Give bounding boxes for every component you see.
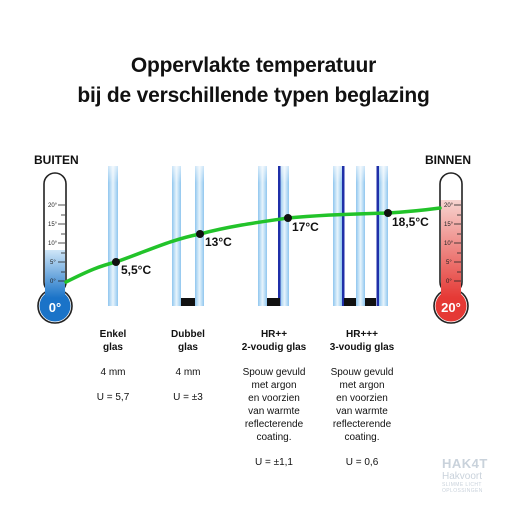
logo-sub: Hakvoort (442, 471, 483, 482)
point-hr-plus-plus (284, 214, 292, 222)
inside-thermometer: 20° 15° 10° 5° 0° 20° (433, 172, 469, 324)
diagram-title-line1: Oppervlakte temperatuur (130, 54, 377, 77)
description-line: en voorzien (248, 393, 300, 404)
description-line: van warmte (248, 406, 300, 417)
point-double-glazing (196, 230, 204, 238)
description-line: coating. (344, 432, 380, 443)
glazing-description: Spouw gevuld met argon en voorzien van w… (234, 366, 314, 444)
glazing-info-single: Enkel glas 4 mm U = 5,7 (88, 328, 138, 404)
point-label-single: 5,5°C (121, 263, 151, 277)
description-line: met argon (251, 380, 297, 391)
inside-scale-20: 20° (444, 203, 454, 209)
logo-tagline1: SLIMME LICHT (442, 482, 482, 488)
glazing-name-line2: 3-voudig glas (329, 342, 395, 353)
glazing-description: Spouw gevuld met argon en voorzien van w… (322, 366, 402, 444)
glazing-info-hr-plus-plus-plus: HR+++ 3-voudig glas Spouw gevuld met arg… (322, 328, 402, 469)
inside-label: BINNEN (425, 153, 472, 167)
description-line: Spouw gevuld (242, 367, 306, 378)
glazing-thickness: 4 mm (100, 367, 126, 378)
description-line: en voorzien (336, 393, 388, 404)
glazing-name-line1: HR++ (260, 329, 288, 340)
inside-scale-0: 0° (446, 279, 452, 285)
glazing-name-line2: glas (102, 342, 123, 353)
inside-scale-15: 15° (444, 222, 454, 228)
description-line: reflecterende (244, 419, 304, 430)
glazing-u-value: U = ±3 (173, 392, 203, 403)
company-logo: HAK4T Hakvoort SLIMME LICHT OPLOSSINGEN (442, 456, 488, 494)
description-line: Spouw gevuld (330, 367, 394, 378)
outside-label: BUITEN (34, 153, 79, 167)
outside-scale-5: 5° (50, 260, 56, 266)
glazing-info-hr-plus-plus: HR++ 2-voudig glas Spouw gevuld met argo… (234, 328, 314, 469)
outside-scale-20: 20° (48, 203, 58, 209)
description-line: van warmte (336, 406, 388, 417)
glazing-u-value: U = 0,6 (345, 457, 379, 468)
glazing-name-line1: HR+++ (346, 329, 378, 340)
diagram-title-line2: bij de verschillende typen beglazing (77, 84, 430, 107)
hr-plus-plus-glazing (258, 166, 289, 306)
glazing-thickness: 4 mm (175, 367, 201, 378)
point-label-hr-plus-plus-plus: 18,5°C (392, 215, 429, 229)
glazing-u-value: U = ±1,1 (254, 457, 293, 468)
glazing-u-value: U = 5,7 (96, 392, 130, 403)
outside-scale-0: 0° (50, 279, 56, 285)
logo-name: HAK4T (442, 456, 488, 471)
point-hr-plus-plus-plus (384, 209, 392, 217)
point-label-double: 13°C (205, 235, 232, 249)
glazing-name-line2: 2-voudig glas (241, 342, 307, 353)
glazing-name-line2: glas (177, 342, 198, 353)
description-line: reflecterende (332, 419, 392, 430)
inside-scale-5: 5° (446, 260, 452, 266)
outside-thermometer: 20° 15° 10° 5° 0° 0° (37, 172, 73, 324)
logo-tagline2: OPLOSSINGEN (442, 488, 483, 494)
description-line: coating. (256, 432, 292, 443)
glazing-name-line1: Dubbel (171, 329, 205, 340)
point-single-glazing (112, 258, 120, 266)
hr-plus-plus-plus-glazing (333, 166, 388, 306)
outside-scale-10: 10° (48, 241, 58, 247)
description-line: met argon (339, 380, 385, 391)
outside-temperature: 0° (49, 300, 61, 315)
glazing-info-double: Dubbel glas 4 mm U = ±3 (162, 328, 214, 404)
point-label-hr-plus-plus: 17°C (292, 220, 319, 234)
glazing-name-line1: Enkel (99, 329, 127, 340)
outside-scale-15: 15° (48, 222, 58, 228)
single-glazing (108, 166, 118, 306)
inside-scale-10: 10° (444, 241, 454, 247)
inside-temperature: 20° (441, 300, 461, 315)
